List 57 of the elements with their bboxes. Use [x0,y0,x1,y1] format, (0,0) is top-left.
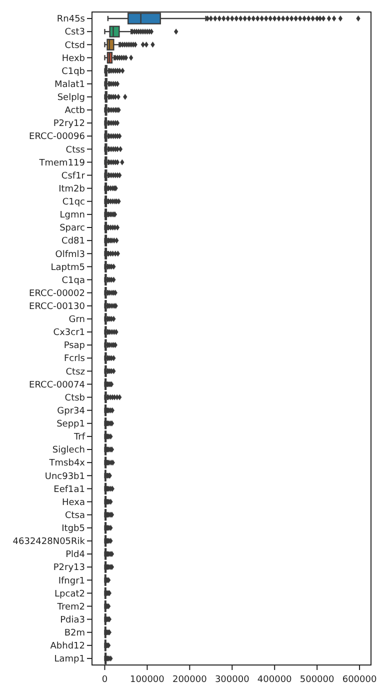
y-tick-label: Lpcat2 [54,589,85,600]
y-tick-label: Trf [72,432,86,443]
y-tick-label: C1qa [62,276,85,286]
y-tick-label: ERCC-00130 [29,302,86,312]
y-tick-label: Eef1a1 [54,484,85,495]
y-tick-label: B2m [64,628,85,638]
y-tick-label: Itm2b [58,184,86,194]
y-tick-label: ERCC-00074 [29,380,86,390]
y-tick-label: Sparc [60,224,86,234]
y-tick-label: Lamp1 [54,654,85,665]
y-tick-label: C1qb [62,66,86,77]
y-tick-label: Tmsb4x [48,458,86,469]
y-tick-label: P2ry12 [53,119,85,130]
y-tick-label: Rn45s [56,14,86,25]
y-tick-label: Laptm5 [50,262,85,273]
y-tick-label: Ifngr1 [58,576,85,586]
y-tick-label: Gpr34 [57,406,86,416]
y-tick-label: Olfml3 [55,250,85,260]
y-tick-label: ERCC-00002 [29,288,85,299]
y-tick-label: P2ry13 [53,563,85,574]
x-tick-label: 500000 [300,675,335,685]
x-tick-label: 600000 [342,675,377,685]
y-tick-label: Cd81 [62,236,85,247]
x-tick-label: 400000 [257,675,292,685]
x-tick-label: 0 [102,675,108,685]
y-tick-label: Trem2 [56,602,85,612]
y-tick-label: Actb [64,106,86,116]
y-tick-label: C1qc [62,198,86,208]
y-tick-label: Itgb5 [62,524,85,534]
x-tick-label: 300000 [214,675,250,685]
y-tick-label: Tmem119 [38,158,86,168]
y-tick-label: Ctsz [66,367,86,378]
y-tick-label: Sepp1 [56,420,85,430]
y-tick-label: Abhd12 [50,642,85,652]
x-tick-label: 100000 [130,675,165,685]
y-tick-label: Ctsa [64,510,85,521]
y-tick-label: 4632428N05Rik [12,537,86,548]
y-tick-label: Cst3 [64,28,85,38]
x-tick-label: 200000 [172,675,208,685]
y-tick-label: Hexb [62,54,86,64]
y-tick-label: Pdia3 [60,615,85,626]
y-tick-label: Ctss [66,145,86,156]
y-tick-label: Psap [64,341,86,352]
y-tick-label: Unc93b1 [44,472,85,482]
y-tick-label: Fcrls [64,354,86,364]
y-tick-label: Ctsb [64,393,86,404]
y-tick-label: Selplg [57,93,85,104]
y-tick-label: ERCC-00096 [29,132,86,142]
y-tick-label: Siglech [52,446,85,456]
y-tick-label: Pld4 [66,550,86,560]
y-tick-label: Hexa [62,498,85,508]
y-tick-label: Ctsd [64,40,85,51]
y-tick-label: Cx3cr1 [53,328,85,338]
y-tick-label: Grn [68,315,85,326]
y-tick-label: Lgmn [60,210,85,221]
y-tick-label: Csf1r [61,171,86,182]
y-tick-label: Malat1 [54,80,85,90]
